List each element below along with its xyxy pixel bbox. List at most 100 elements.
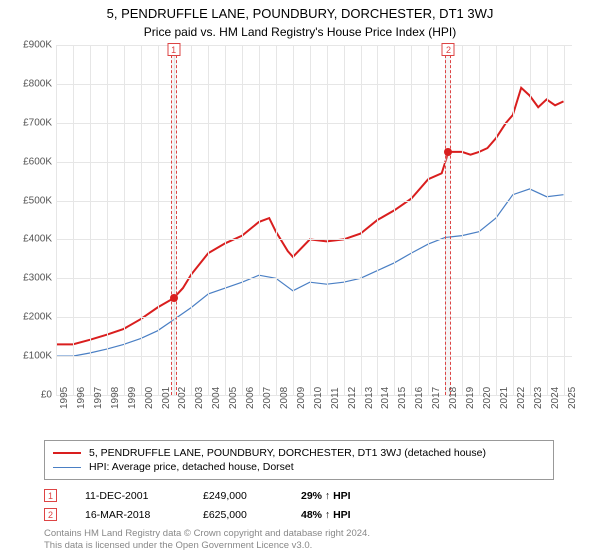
x-tick-label: 2003 — [194, 387, 205, 409]
gridline-vertical — [394, 45, 395, 395]
gridline-horizontal — [56, 162, 572, 163]
y-tick-label: £500K — [23, 195, 52, 206]
legend-label: HPI: Average price, detached house, Dors… — [89, 461, 294, 473]
y-tick-label: £0 — [41, 390, 52, 401]
gridline-vertical — [259, 45, 260, 395]
marker-band — [171, 45, 177, 395]
gridline-vertical — [208, 45, 209, 395]
marker-label: 2 — [442, 43, 455, 56]
gridline-vertical — [547, 45, 548, 395]
x-tick-label: 2007 — [262, 387, 273, 409]
legend-item-hpi: HPI: Average price, detached house, Dors… — [53, 460, 545, 474]
gridline-vertical — [276, 45, 277, 395]
gridline-vertical — [462, 45, 463, 395]
transaction-delta: 29% ↑ HPI — [301, 490, 351, 502]
x-tick-label: 2025 — [567, 387, 578, 409]
gridline-horizontal — [56, 123, 572, 124]
gridline-vertical — [107, 45, 108, 395]
y-tick-label: £400K — [23, 234, 52, 245]
x-tick-label: 2006 — [245, 387, 256, 409]
legend-swatch-property — [53, 452, 81, 454]
gridline-horizontal — [56, 317, 572, 318]
gridline-vertical — [242, 45, 243, 395]
x-tick-label: 2024 — [550, 387, 561, 409]
gridline-vertical — [564, 45, 565, 395]
footer-line: This data is licensed under the Open Gov… — [44, 540, 370, 552]
x-tick-label: 2016 — [414, 387, 425, 409]
x-tick-label: 2019 — [465, 387, 476, 409]
chart-area: £0£100K£200K£300K£400K£500K£600K£700K£80… — [12, 45, 572, 425]
x-tick-label: 2005 — [228, 387, 239, 409]
legend-item-property: 5, PENDRUFFLE LANE, POUNDBURY, DORCHESTE… — [53, 446, 545, 460]
x-tick-label: 2015 — [397, 387, 408, 409]
x-tick-label: 2002 — [177, 387, 188, 409]
x-tick-label: 2010 — [313, 387, 324, 409]
legend: 5, PENDRUFFLE LANE, POUNDBURY, DORCHESTE… — [44, 440, 554, 480]
gridline-vertical — [496, 45, 497, 395]
x-tick-label: 2014 — [380, 387, 391, 409]
gridline-vertical — [124, 45, 125, 395]
marker-label: 1 — [167, 43, 180, 56]
x-tick-label: 2021 — [499, 387, 510, 409]
gridline-vertical — [293, 45, 294, 395]
gridline-horizontal — [56, 201, 572, 202]
y-tick-label: £800K — [23, 78, 52, 89]
gridline-horizontal — [56, 356, 572, 357]
marker-band — [445, 45, 451, 395]
gridline-vertical — [513, 45, 514, 395]
footer-line: Contains HM Land Registry data © Crown c… — [44, 528, 370, 540]
x-axis: 1995199619971998199920002001200220032004… — [56, 395, 572, 425]
x-tick-label: 2017 — [431, 387, 442, 409]
x-tick-label: 2012 — [347, 387, 358, 409]
y-axis: £0£100K£200K£300K£400K£500K£600K£700K£80… — [12, 45, 56, 395]
y-tick-label: £900K — [23, 40, 52, 51]
x-tick-label: 1996 — [76, 387, 87, 409]
transaction-list: 1 11-DEC-2001 £249,000 29% ↑ HPI 2 16-MA… — [44, 486, 351, 524]
x-tick-label: 2013 — [364, 387, 375, 409]
x-tick-label: 1998 — [110, 387, 121, 409]
transaction-row: 2 16-MAR-2018 £625,000 48% ↑ HPI — [44, 505, 351, 524]
gridline-vertical — [377, 45, 378, 395]
legend-swatch-hpi — [53, 467, 81, 468]
gridline-vertical — [225, 45, 226, 395]
x-tick-label: 2004 — [211, 387, 222, 409]
gridline-vertical — [327, 45, 328, 395]
plot-area: 12 — [56, 45, 572, 395]
sale-point — [444, 148, 452, 156]
x-tick-label: 2009 — [296, 387, 307, 409]
gridline-vertical — [191, 45, 192, 395]
page-subtitle: Price paid vs. HM Land Registry's House … — [0, 21, 600, 45]
y-tick-label: £300K — [23, 273, 52, 284]
transaction-date: 16-MAR-2018 — [85, 509, 175, 521]
x-tick-label: 2011 — [330, 387, 341, 409]
gridline-horizontal — [56, 45, 572, 46]
x-tick-label: 2001 — [161, 387, 172, 409]
gridline-vertical — [90, 45, 91, 395]
transaction-row: 1 11-DEC-2001 £249,000 29% ↑ HPI — [44, 486, 351, 505]
gridline-vertical — [344, 45, 345, 395]
gridline-horizontal — [56, 239, 572, 240]
x-tick-label: 1995 — [59, 387, 70, 409]
x-tick-label: 1997 — [93, 387, 104, 409]
transaction-price: £625,000 — [203, 509, 273, 521]
gridline-horizontal — [56, 278, 572, 279]
transaction-date: 11-DEC-2001 — [85, 490, 175, 502]
gridline-vertical — [310, 45, 311, 395]
transaction-delta: 48% ↑ HPI — [301, 509, 351, 521]
gridline-vertical — [428, 45, 429, 395]
y-tick-label: £200K — [23, 312, 52, 323]
transaction-price: £249,000 — [203, 490, 273, 502]
x-tick-label: 2020 — [482, 387, 493, 409]
x-tick-label: 2018 — [448, 387, 459, 409]
marker-badge: 1 — [44, 489, 57, 502]
gridline-horizontal — [56, 84, 572, 85]
sale-point — [170, 294, 178, 302]
y-tick-label: £600K — [23, 156, 52, 167]
x-tick-label: 2008 — [279, 387, 290, 409]
x-tick-label: 1999 — [127, 387, 138, 409]
marker-badge: 2 — [44, 508, 57, 521]
footer-text: Contains HM Land Registry data © Crown c… — [44, 528, 370, 552]
gridline-vertical — [479, 45, 480, 395]
gridline-vertical — [361, 45, 362, 395]
x-tick-label: 2022 — [516, 387, 527, 409]
